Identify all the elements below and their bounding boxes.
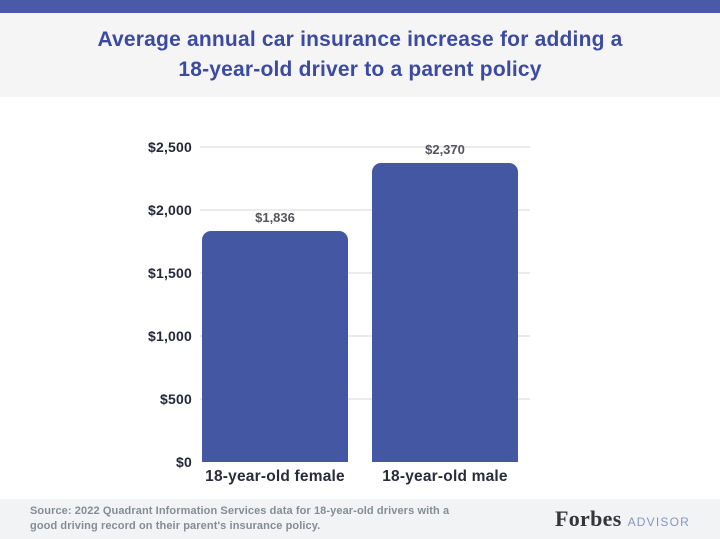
chart-title-line-1: Average annual car insurance increase fo… bbox=[97, 28, 623, 51]
gridline-$500 bbox=[200, 398, 530, 400]
gridline-$2,000 bbox=[200, 209, 530, 211]
y-tick-label: $1,500 bbox=[147, 265, 192, 281]
source-note-line-2: good driving record on their parent's in… bbox=[30, 520, 321, 532]
y-tick-label: $1,000 bbox=[147, 328, 192, 344]
y-tick-label: $0 bbox=[176, 454, 192, 470]
x-axis-category-label: 18-year-old female bbox=[205, 468, 345, 485]
forbes-advisor-logo: Forbes ADVISOR bbox=[555, 506, 690, 532]
gridline-$1,000 bbox=[200, 335, 530, 337]
gridline-$1,500 bbox=[200, 272, 530, 274]
gridline-$2,500 bbox=[200, 146, 530, 148]
chart-title: Average annual car insurance increase fo… bbox=[97, 25, 622, 85]
bar-value-label: $1,836 bbox=[255, 209, 295, 225]
bar-18-year-old-female bbox=[202, 230, 348, 462]
advisor-wordmark: ADVISOR bbox=[627, 515, 690, 529]
chart-footer: Source: 2022 Quadrant Information Servic… bbox=[0, 499, 720, 539]
forbes-wordmark: Forbes bbox=[555, 506, 622, 531]
bar-chart-plot-area: $0 $500 $1,000 $1,500 $2,000 $2,500 $1,836 18-y… bbox=[0, 97, 720, 497]
y-tick-label: $500 bbox=[160, 391, 192, 407]
y-tick-label: $2,500 bbox=[147, 139, 192, 155]
chart-title-line-2: 18-year-old driver to a parent policy bbox=[178, 58, 542, 81]
top-accent-stripe bbox=[0, 0, 720, 13]
bar-value-label: $2,370 bbox=[425, 142, 465, 158]
source-note-line-1: Source: 2022 Quadrant Information Servic… bbox=[30, 505, 450, 517]
chart-header: Average annual car insurance increase fo… bbox=[0, 13, 720, 97]
source-note: Source: 2022 Quadrant Information Servic… bbox=[30, 504, 449, 534]
bar-18-year-old-male bbox=[372, 163, 518, 462]
x-axis-category-label: 18-year-old male bbox=[382, 468, 508, 485]
y-tick-label: $2,000 bbox=[147, 202, 192, 218]
